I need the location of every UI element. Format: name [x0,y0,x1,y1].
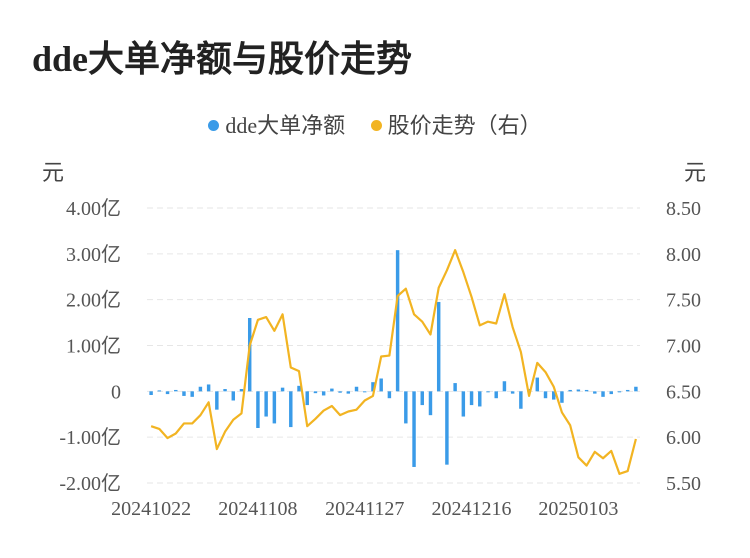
dde-bar[interactable] [387,391,392,399]
x-tick-label: 20241216 [432,498,512,520]
dde-bar[interactable] [313,391,318,394]
dde-bar[interactable] [157,390,162,392]
dde-bar[interactable] [395,250,400,392]
dde-bar[interactable] [297,385,301,392]
chart-title: dde大单净额与股价走势 [32,39,413,79]
dde-bar[interactable] [215,391,219,410]
dde-bar[interactable] [149,391,153,395]
x-axis-ticks: 20241022 20241108 20241127 20241216 20250103 [111,498,618,520]
dde-bar[interactable] [469,391,474,406]
x-tick-label: 20241108 [218,498,297,520]
dde-bar[interactable] [593,391,597,394]
right-tick-label: 7.00 [666,336,701,358]
left-tick-label: 2.00亿 [66,289,121,312]
dde-bar[interactable] [272,391,277,424]
legend-dot-blue-icon [208,120,220,132]
dde-bar[interactable] [617,391,622,393]
dde-bar[interactable] [379,378,383,392]
left-tick-label: 1.00亿 [66,335,121,358]
legend-item-price[interactable]: 股价走势（右） [370,108,542,140]
dde-bar[interactable] [190,391,194,397]
dde-bar[interactable] [321,391,326,396]
dde-bar[interactable] [420,391,424,406]
dde-bar[interactable] [584,389,589,392]
bar-series [149,250,638,467]
dde-bar[interactable] [223,389,227,392]
dde-bar[interactable] [256,391,260,428]
dde-bar[interactable] [206,384,211,392]
dde-bar[interactable] [428,391,433,416]
x-tick-label: 20241127 [325,498,404,520]
right-tick-label: 6.00 [666,427,701,449]
legend-item-dde[interactable]: dde大单净额 [208,108,345,140]
dde-bar[interactable] [239,389,244,392]
left-tick-label: -2.00亿 [59,472,121,495]
dde-bar[interactable] [576,389,581,392]
left-axis-ticks: -2.00亿 -1.00亿 0 1.00亿 2.00亿 3.00亿 4.00亿 [59,197,121,495]
right-tick-label: 6.50 [666,381,701,403]
right-tick-label: 8.00 [666,244,701,266]
x-tick-label: 20241022 [111,498,191,520]
dde-bar[interactable] [486,391,490,393]
dde-bar[interactable] [371,382,375,392]
legend-dot-orange-icon [370,120,382,132]
dde-bar[interactable] [404,391,408,424]
dde-bar[interactable] [363,391,367,393]
dde-bar[interactable] [198,386,203,392]
left-tick-label: -1.00亿 [59,426,121,449]
dde-bar[interactable] [551,391,556,400]
dde-bar[interactable] [453,383,457,392]
price-line [150,249,637,475]
dde-bar[interactable] [609,391,613,395]
legend-label-price: 股价走势（右） [387,113,542,138]
dde-bar[interactable] [346,391,351,394]
dde-bar[interactable] [445,391,449,465]
dde-bar[interactable] [510,391,515,394]
dde-bar[interactable] [568,389,572,392]
legend: dde大单净额 股价走势（右） [0,108,750,140]
dde-bar[interactable] [412,391,416,467]
dde-bar[interactable] [461,391,466,417]
dde-bar[interactable] [174,389,178,392]
dde-bar[interactable] [601,391,605,397]
left-tick-label: 3.00亿 [66,243,121,266]
right-axis-ticks: 5.50 6.00 6.50 7.00 7.50 8.00 8.50 [666,198,701,495]
dde-bar[interactable] [494,391,498,399]
dde-bar[interactable] [543,391,548,399]
dde-bar[interactable] [519,391,523,409]
dde-bar[interactable] [305,391,309,406]
dde-bar[interactable] [264,391,268,417]
dde-bar[interactable] [535,377,540,392]
dde-bar[interactable] [182,391,186,396]
dde-bar[interactable] [478,391,482,407]
dde-bar[interactable] [560,391,564,403]
left-tick-label: 4.00亿 [66,197,121,220]
dde-bar[interactable] [165,391,170,395]
right-tick-label: 5.50 [666,473,701,495]
legend-label-dde: dde大单净额 [225,113,346,138]
right-tick-label: 8.50 [666,198,701,220]
dde-bar[interactable] [330,388,334,392]
dde-bar[interactable] [502,381,507,392]
dde-bar[interactable] [338,391,342,393]
grid-lines [147,207,640,484]
left-tick-label: 0 [111,381,121,403]
dde-bar[interactable] [280,387,285,392]
right-tick-label: 7.50 [666,290,701,312]
left-axis-unit: 元 [42,160,65,185]
dde-bar[interactable] [634,386,638,392]
dde-bar[interactable] [625,389,630,392]
dde-bar[interactable] [231,391,236,401]
dde-bar[interactable] [247,318,252,392]
dde-bar[interactable] [436,301,441,392]
dde-bar[interactable] [354,386,359,392]
x-tick-label: 20250103 [538,498,618,520]
right-axis-unit: 元 [684,160,707,185]
dde-bar[interactable] [289,391,293,428]
